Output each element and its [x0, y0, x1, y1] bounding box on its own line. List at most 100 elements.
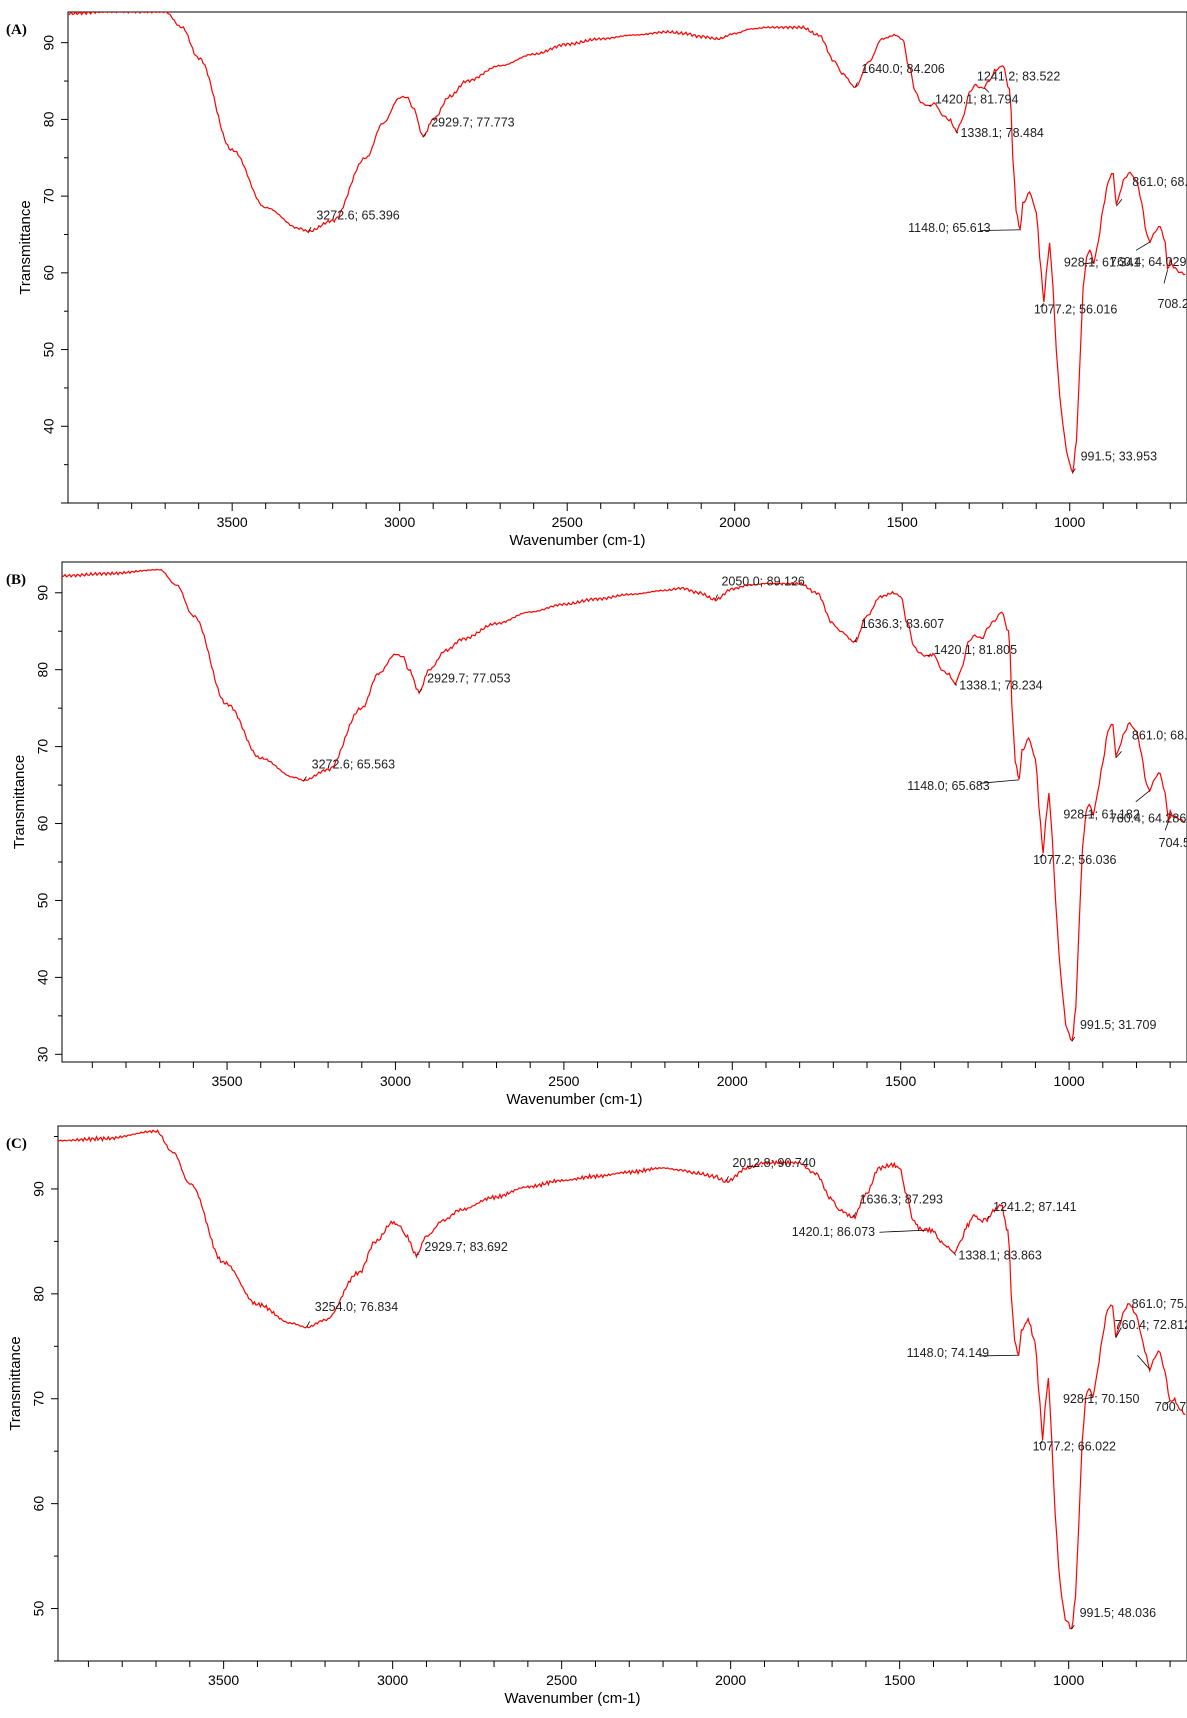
- peak-marker: [416, 1253, 420, 1256]
- peak-label: 861.0; 75.790: [1132, 1297, 1187, 1311]
- peak-label: 3272.6; 65.563: [312, 758, 395, 772]
- peak-marker: [1039, 853, 1044, 858]
- peak-marker: [725, 1176, 729, 1182]
- peak-marker: [1135, 241, 1151, 251]
- peak-label: 928.1; 61.341: [1064, 256, 1141, 270]
- y-tick-label: 90: [31, 1181, 47, 1197]
- spectrum-panel-a: (A) 3500 3000 2500 2000 1500 1000 Wavenumber (c…: [0, 0, 1187, 556]
- y-tick-label: 70: [41, 188, 57, 204]
- spectrum-line: [58, 1129, 1186, 1630]
- plot-frame: [67, 11, 1187, 504]
- peak-marker: [986, 1215, 990, 1220]
- peak-label: 991.5; 31.709: [1080, 1018, 1157, 1032]
- x-tick-label: 2500: [546, 1672, 577, 1688]
- x-tick-label: 3500: [208, 1672, 239, 1688]
- y-tick-label: 70: [31, 1391, 47, 1407]
- y-tick-label: 80: [41, 111, 57, 127]
- x-tick-label: 2000: [719, 514, 750, 530]
- peak-label: 1148.0; 74.149: [907, 1346, 990, 1360]
- peak-marker: [954, 683, 957, 686]
- peak-label: 1640.0; 84.206: [861, 62, 944, 76]
- peak-marker: [1071, 1624, 1075, 1630]
- peak-label: 760.4; 72.812: [1115, 1318, 1187, 1332]
- plot-frame: [61, 561, 1187, 1063]
- peak-marker: [308, 227, 312, 232]
- x-tick-label: 3500: [211, 1073, 242, 1089]
- y-tick-label: 70: [35, 739, 51, 755]
- peak-label: 1636.3; 83.607: [861, 617, 944, 631]
- y-axis-title: Transmittance: [11, 755, 28, 849]
- peak-marker: [928, 104, 932, 107]
- peak-label: 2929.7; 83.692: [424, 1240, 507, 1254]
- peak-marker: [956, 130, 959, 134]
- peak-label: 704.5; 60.319: [1159, 836, 1187, 850]
- peak-marker: [306, 1321, 310, 1328]
- spectrum-chart: (C) 3500 3000 2500 2000 1500 1000 Wavenumber (c…: [6, 1125, 1187, 1707]
- y-tick-label: 80: [31, 1286, 47, 1302]
- x-axis-title: Wavenumber (cm-1): [506, 1091, 642, 1108]
- peak-marker: [1115, 198, 1123, 207]
- peak-marker: [1135, 790, 1151, 803]
- spectrum-panel-c: (C) 3500 3000 2500 2000 1500 1000 Wavenumber (c…: [0, 1116, 1187, 1718]
- peak-marker: [1164, 1400, 1171, 1405]
- spectrum-chart: (A) 3500 3000 2500 2000 1500 1000 Wavenumber (c…: [6, 11, 1187, 549]
- peak-label: 1077.2; 66.022: [1033, 1439, 1116, 1453]
- x-tick-label: 3500: [217, 514, 248, 530]
- x-tick-label: 1000: [1054, 514, 1085, 530]
- x-tick-label: 3000: [384, 514, 415, 530]
- peak-marker: [879, 1229, 927, 1233]
- peak-label: 3272.6; 65.396: [316, 208, 399, 222]
- peak-marker: [303, 776, 307, 781]
- y-tick-label: 30: [35, 1046, 51, 1062]
- peak-label: 861.0; 68.559: [1132, 729, 1187, 743]
- y-tick-label: 50: [41, 342, 57, 358]
- peak-marker: [854, 636, 858, 643]
- spectrum-line: [68, 12, 1186, 475]
- peak-marker: [853, 1212, 857, 1218]
- peak-label: 3254.0; 76.834: [315, 1300, 398, 1314]
- peak-marker: [1071, 1036, 1076, 1042]
- peak-marker: [1163, 270, 1168, 284]
- peak-marker: [1115, 751, 1122, 758]
- peak-marker: [1082, 1396, 1094, 1400]
- spectrum-line: [62, 568, 1186, 1042]
- peak-marker: [422, 132, 427, 137]
- plot-frame: [57, 1125, 1187, 1662]
- peak-label: 861.0; 68.683: [1132, 175, 1187, 189]
- peak-marker: [1164, 820, 1170, 831]
- x-axis-title: Wavenumber (cm-1): [504, 1690, 640, 1707]
- peak-marker: [418, 688, 423, 693]
- peak-label: 1241.2; 83.522: [977, 69, 1060, 83]
- peak-marker: [927, 654, 930, 657]
- y-tick-label: 80: [35, 662, 51, 678]
- peak-label: 700.7; 69.780: [1155, 1400, 1187, 1414]
- peak-label: 1420.1; 86.073: [792, 1225, 875, 1239]
- peak-label: 2929.7; 77.773: [431, 115, 514, 129]
- y-tick-label: 50: [31, 1601, 47, 1617]
- peak-marker: [954, 1253, 957, 1256]
- peak-label: 1338.1; 83.863: [958, 1248, 1041, 1262]
- peak-label: 928.1; 70.150: [1063, 1392, 1140, 1406]
- peak-label: 1420.1; 81.805: [934, 643, 1017, 657]
- panel-label: (B): [6, 572, 26, 588]
- peak-label: 1077.2; 56.016: [1034, 302, 1117, 316]
- y-tick-label: 40: [35, 969, 51, 985]
- y-tick-label: 60: [31, 1496, 47, 1512]
- peak-marker: [1072, 468, 1076, 473]
- peak-marker: [1040, 303, 1045, 308]
- peak-label: 2929.7; 77.053: [427, 671, 510, 685]
- peak-marker: [1115, 1327, 1122, 1339]
- panel-label: (A): [6, 22, 27, 38]
- x-tick-label: 1500: [884, 1672, 915, 1688]
- y-axis-title: Transmittance: [17, 200, 34, 294]
- peak-label: 708.2; 60.353: [1158, 297, 1187, 311]
- peak-marker: [1038, 1440, 1043, 1445]
- x-tick-label: 1000: [1054, 1073, 1085, 1089]
- peak-label: 991.5; 33.953: [1081, 450, 1158, 464]
- y-tick-label: 50: [35, 892, 51, 908]
- spectrum-panel-b: (B) 3500 3000 2500 2000 1500 1000 Wavenumber (c…: [0, 556, 1187, 1116]
- peak-marker: [715, 594, 718, 600]
- y-axis-title: Transmittance: [7, 1336, 24, 1430]
- peak-marker: [1137, 1354, 1150, 1370]
- peak-label: 2050.0; 89.126: [721, 574, 804, 588]
